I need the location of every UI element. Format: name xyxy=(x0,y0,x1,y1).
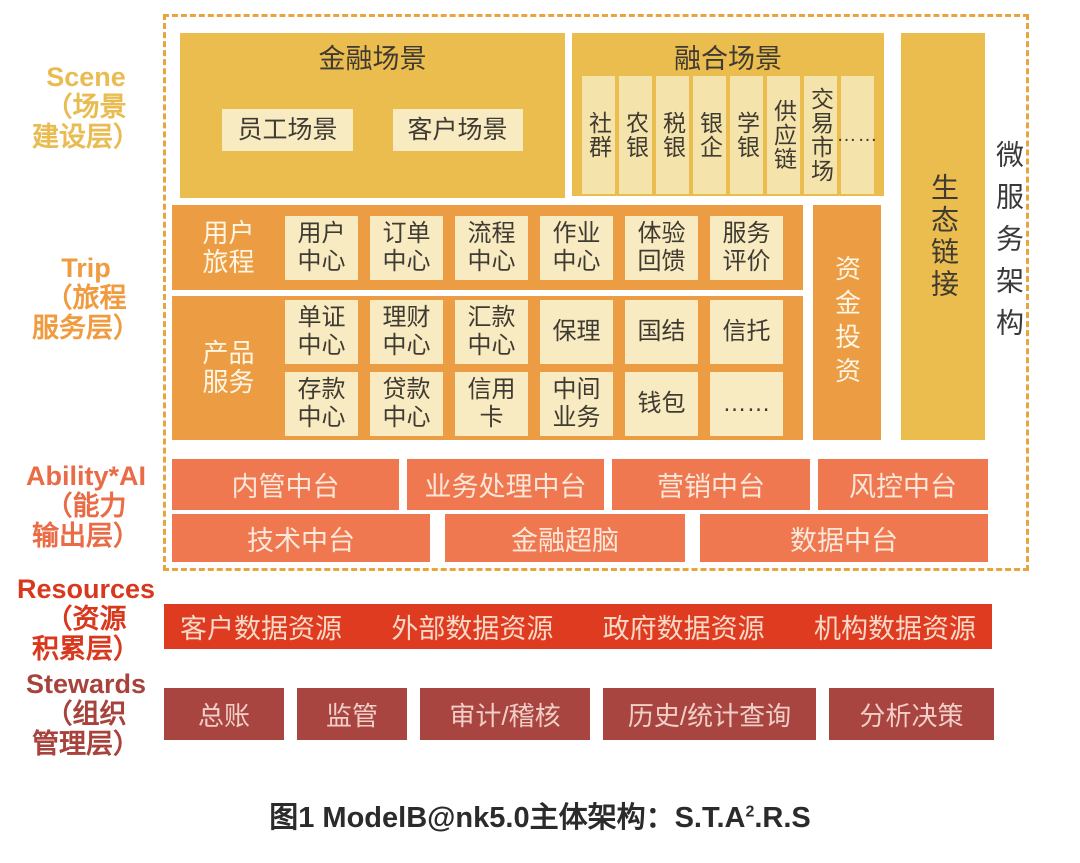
ability-box-marketing: 营销中台 xyxy=(612,459,810,510)
steward-box-history-query: 历史/统计查询 xyxy=(603,688,816,740)
journey-chip-service-rating: 服务 评价 xyxy=(710,215,783,280)
fusion-item-supply-chain: 供应链 xyxy=(767,76,800,194)
product-chip-loan-center: 贷款 中心 xyxy=(370,372,443,436)
ability-box-business-processing: 业务处理中台 xyxy=(407,459,604,510)
user-journey-row: 用户 旅程 用户 中心 订单 中心 流程 中心 作业 中心 体验 回馈 服务 评… xyxy=(172,205,803,290)
fusion-item-trading-market: 交易市场 xyxy=(804,76,837,194)
product-chip-credit-card: 信用 卡 xyxy=(455,372,528,436)
customer-scene-chip: 客户场景 xyxy=(392,109,523,151)
journey-chip-process-center: 流程 中心 xyxy=(455,215,528,280)
product-service-items: 单证 中心 理财 中心 汇款 中心 保理 国结 信托 存款 中心 贷款 中心 信… xyxy=(285,300,783,436)
journey-chip-operation-center: 作业 中心 xyxy=(540,215,613,280)
user-journey-label: 用户 旅程 xyxy=(202,217,255,277)
fund-investment-box: 资金投资 xyxy=(813,205,881,440)
figure-caption-superscript: 2 xyxy=(745,803,755,821)
fusion-scene-title: 融合场景 xyxy=(674,44,782,74)
finance-scene-items: 员工场景 客户场景 xyxy=(180,109,565,151)
layer-label-resources: Resources （资源 积累层） xyxy=(16,574,156,664)
resource-item-external-data: 外部数据资源 xyxy=(391,614,554,644)
product-chip-remittance-center: 汇款 中心 xyxy=(455,300,528,364)
finance-scene-box: 金融场景 员工场景 客户场景 xyxy=(180,33,565,198)
ability-box-internal-mgmt: 内管中台 xyxy=(172,459,399,510)
dashed-frame xyxy=(163,14,1029,571)
ability-row-1: 内管中台 业务处理中台 营销中台 风控中台 xyxy=(172,459,988,510)
ability-box-data: 数据中台 xyxy=(700,514,988,562)
journey-chip-order-center: 订单 中心 xyxy=(370,215,443,280)
layer-label-ability: Ability*AI （能力 输出层） xyxy=(25,461,146,551)
resource-item-customer-data: 客户数据资源 xyxy=(180,614,342,644)
product-chip-trust: 信托 xyxy=(710,300,783,364)
figure-caption: 图1 ModelB@nk5.0主体架构：S.T.A2.R.S xyxy=(0,794,1080,836)
fusion-scene-items: 社群 农银 税银 银企 学银 供应链 交易市场 …… xyxy=(572,76,884,194)
ability-box-risk-control: 风控中台 xyxy=(818,459,988,510)
product-chip-wealth-center: 理财 中心 xyxy=(370,300,443,364)
resource-item-government-data: 政府数据资源 xyxy=(602,614,765,644)
steward-box-general-ledger: 总账 xyxy=(164,688,284,740)
fusion-item-ellipsis: …… xyxy=(837,76,878,194)
journey-chip-experience-feedback: 体验 回馈 xyxy=(625,215,698,280)
fusion-item-bank-enterprise: 银企 xyxy=(693,76,726,194)
ability-box-tech: 技术中台 xyxy=(172,514,430,562)
layer-label-scene: Scene （场景 建设层） xyxy=(32,62,140,152)
microservice-arch-label: 微服务架构 xyxy=(993,140,1024,350)
journey-chip-user-center: 用户 中心 xyxy=(285,215,358,280)
fusion-item-tax-bank: 税银 xyxy=(656,76,689,194)
steward-box-analysis-decision: 分析决策 xyxy=(829,688,994,740)
product-chip-wallet: 钱包 xyxy=(625,372,698,436)
finance-scene-title: 金融场景 xyxy=(318,44,427,74)
product-chip-deposit-center: 存款 中心 xyxy=(285,372,358,436)
fusion-item-agri-bank: 农银 xyxy=(619,76,652,194)
figure-caption-suffix: .R.S xyxy=(754,802,811,834)
product-chip-intermediate-business: 中间 业务 xyxy=(540,372,613,436)
fusion-item-edu-bank: 学银 xyxy=(730,76,763,194)
product-row-1: 单证 中心 理财 中心 汇款 中心 保理 国结 信托 xyxy=(285,300,783,364)
fusion-item-community: 社群 xyxy=(582,76,615,194)
steward-box-audit: 审计/稽核 xyxy=(420,688,590,740)
user-journey-items: 用户 中心 订单 中心 流程 中心 作业 中心 体验 回馈 服务 评价 xyxy=(285,215,783,280)
product-chip-doc-center: 单证 中心 xyxy=(285,300,358,364)
layer-label-trip: Trip （旅程 服务层） xyxy=(32,253,140,343)
product-chip-ellipsis: …… xyxy=(710,372,783,436)
figure-caption-prefix: 图1 ModelB@nk5.0主体架构：S.T.A xyxy=(269,802,746,834)
product-row-2: 存款 中心 贷款 中心 信用 卡 中间 业务 钱包 …… xyxy=(285,372,783,436)
employee-scene-chip: 员工场景 xyxy=(222,109,353,151)
resource-item-institution-data: 机构数据资源 xyxy=(813,614,976,644)
fusion-scene-box: 融合场景 社群 农银 税银 银企 学银 供应链 交易市场 …… xyxy=(572,33,884,196)
ability-row-2: 技术中台 金融超脑 数据中台 xyxy=(172,514,988,562)
product-service-row: 产品 服务 单证 中心 理财 中心 汇款 中心 保理 国结 信托 存款 中心 贷… xyxy=(172,296,803,440)
steward-box-supervision: 监管 xyxy=(297,688,407,740)
layer-label-stewards: Stewards （组织 管理层） xyxy=(25,669,147,759)
product-chip-intl-settlement: 国结 xyxy=(625,300,698,364)
product-chip-factoring: 保理 xyxy=(540,300,613,364)
product-service-label: 产品 服务 xyxy=(202,338,255,397)
ability-box-finance-superbrain: 金融超脑 xyxy=(445,514,685,562)
stewards-row: 总账 监管 审计/稽核 历史/统计查询 分析决策 xyxy=(164,688,994,740)
resources-bar: 客户数据资源 外部数据资源 政府数据资源 机构数据资源 xyxy=(164,604,992,649)
eco-link-box: 生态链接 xyxy=(901,33,985,440)
